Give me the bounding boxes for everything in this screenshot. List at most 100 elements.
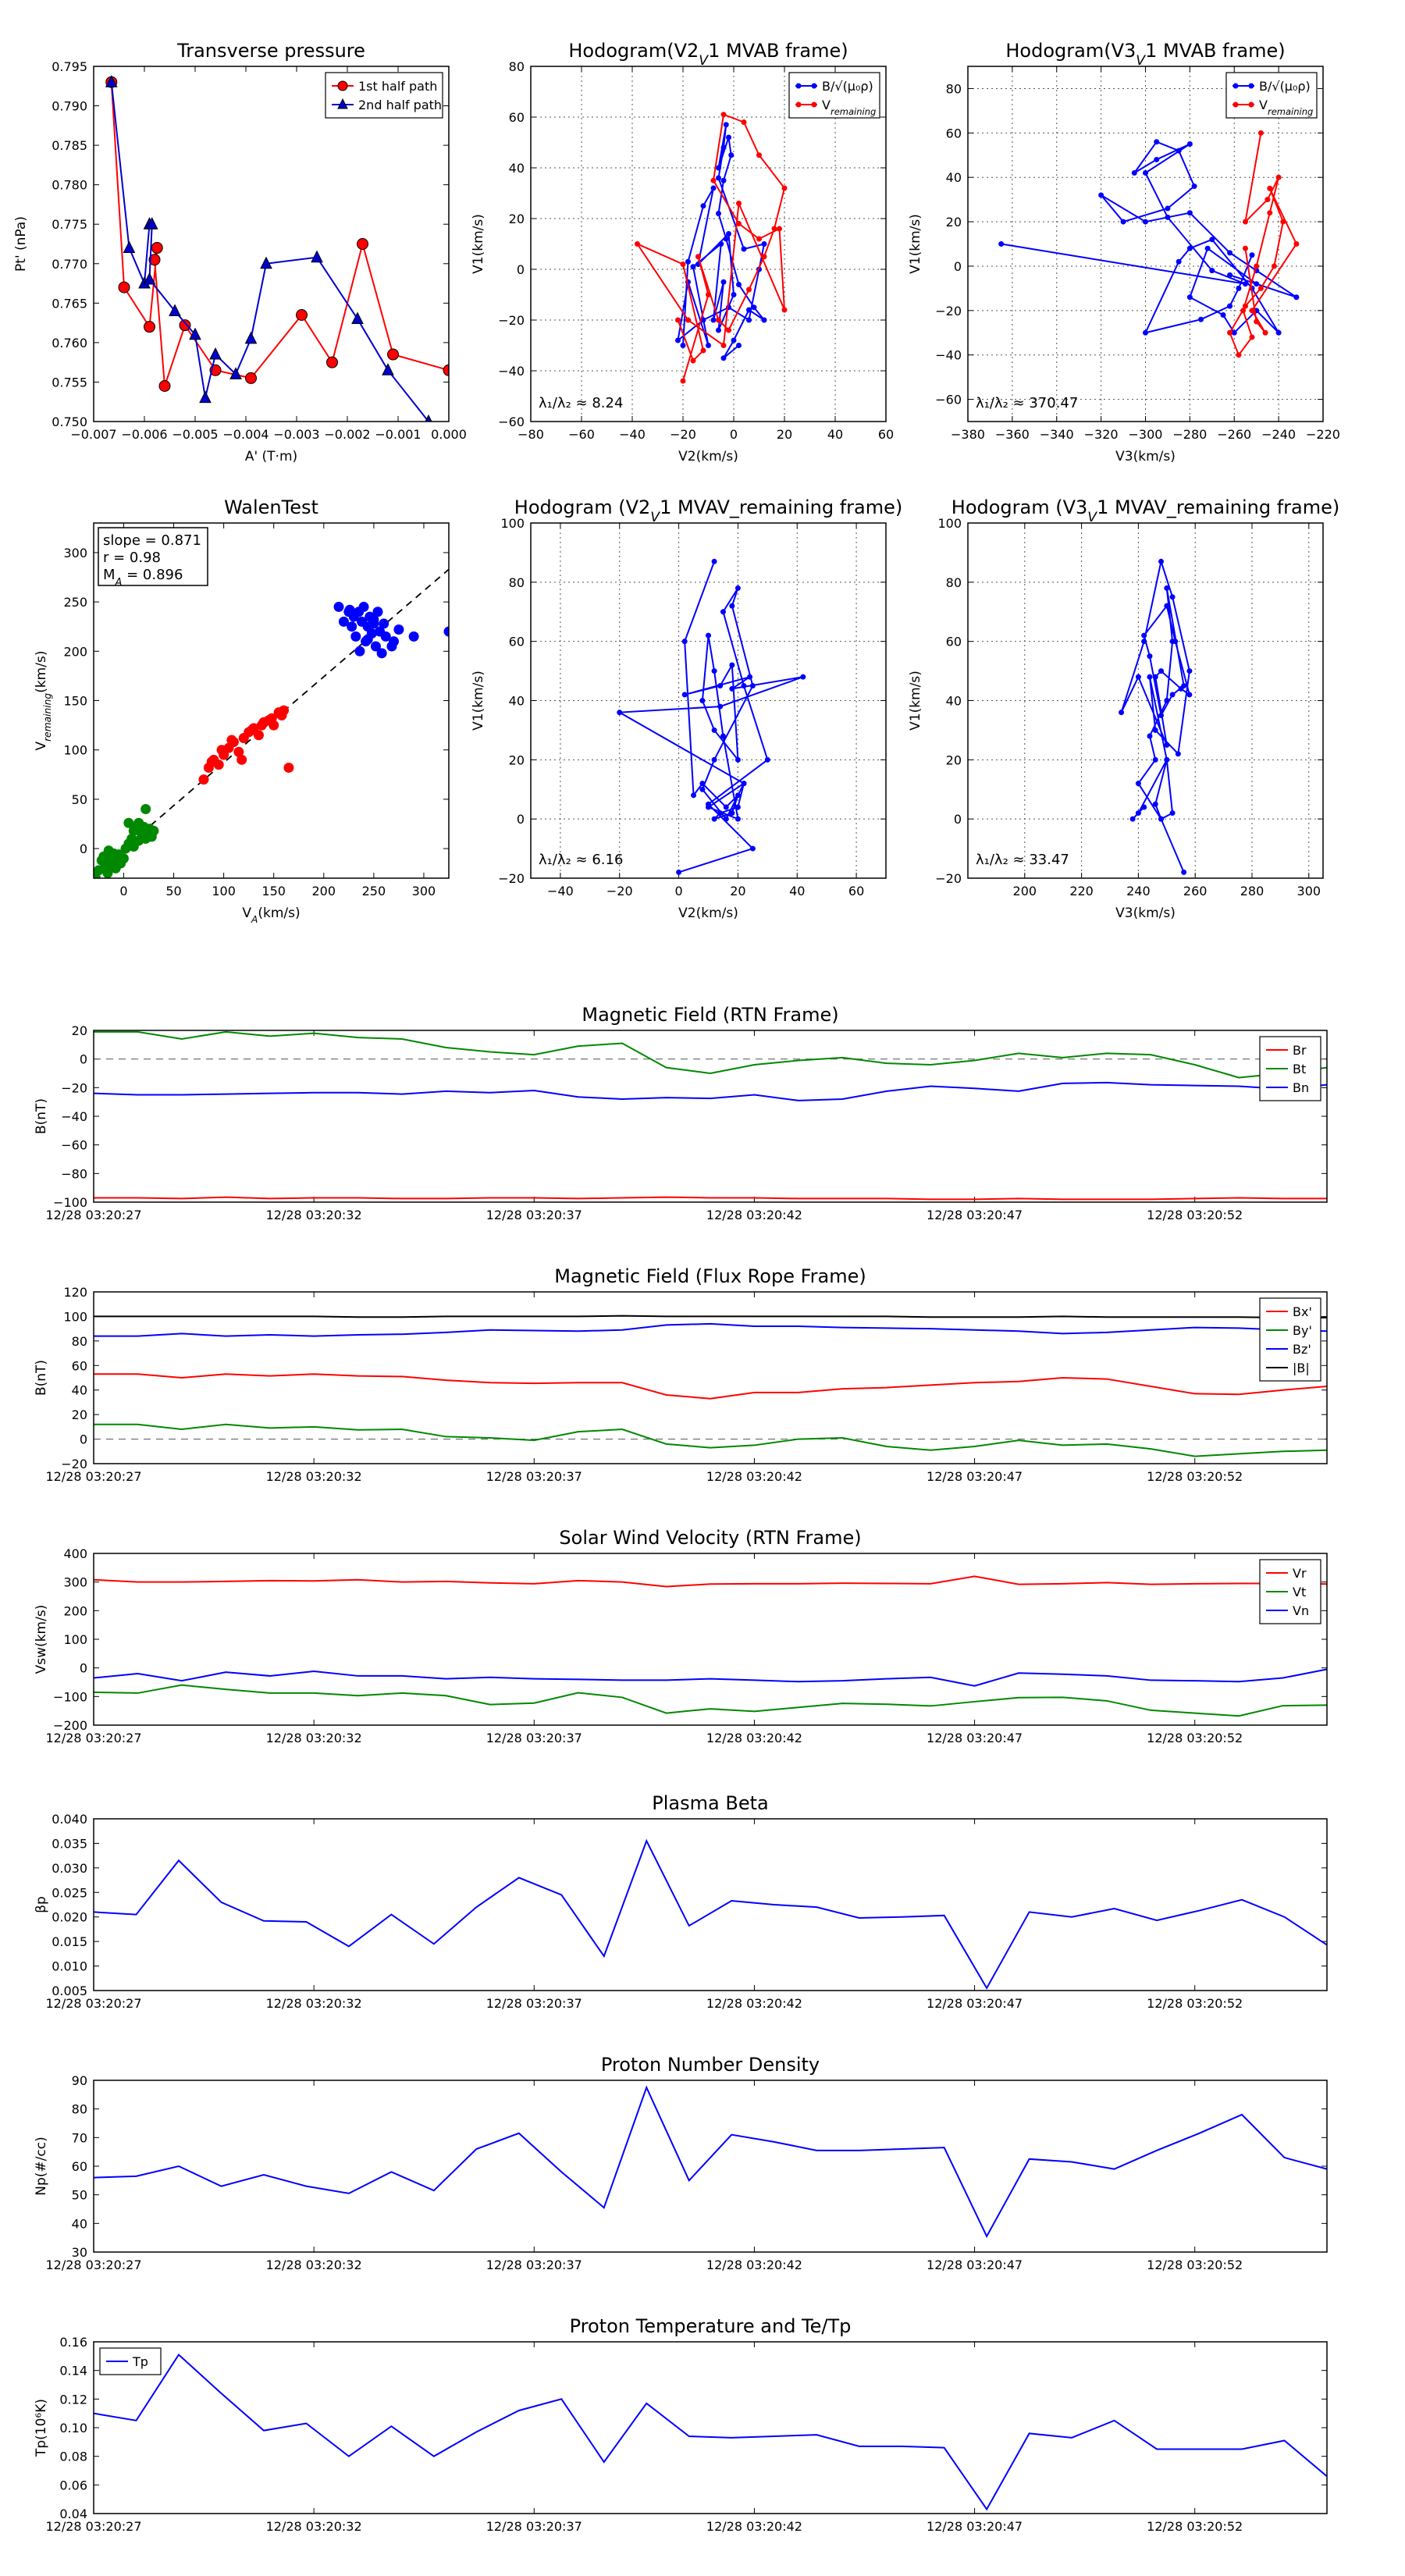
- chart-title: Magnetic Field (RTN Frame): [582, 1004, 838, 1026]
- x-tick-label: −80: [518, 427, 544, 442]
- plot-frame: [530, 66, 887, 422]
- data-point: [98, 853, 109, 864]
- data-point: [311, 250, 323, 263]
- data-point: [123, 817, 134, 828]
- legend-marker: [811, 83, 817, 89]
- x-tick-label: 0: [674, 884, 682, 898]
- y-tick-label: −200: [53, 1718, 87, 1733]
- data-point: [723, 236, 729, 242]
- chart-title: Plasma Beta: [652, 1792, 768, 1814]
- series-line: [1001, 141, 1297, 334]
- legend-label: Bn: [1293, 1080, 1309, 1095]
- plot-area: [94, 1575, 1327, 1717]
- data-point: [716, 165, 721, 171]
- data-point: [720, 355, 727, 361]
- data-point: [736, 343, 742, 348]
- data-point: [685, 317, 691, 323]
- data-point: [726, 134, 731, 141]
- data-point: [1249, 252, 1255, 258]
- x-tick-label: 40: [789, 884, 805, 898]
- data-point: [1198, 316, 1204, 322]
- data-point: [1227, 303, 1233, 309]
- x-tick-label: 0.000: [431, 427, 467, 442]
- plot-frame: [967, 522, 1324, 879]
- data-point: [1143, 329, 1148, 336]
- series-line: [94, 1081, 1327, 1101]
- x-tick-label: 12/28 03:20:42: [706, 2258, 802, 2272]
- data-point: [1186, 294, 1193, 301]
- x-tick-label: 260: [1183, 884, 1208, 898]
- data-point: [1147, 674, 1153, 680]
- x-tick-label: −0.007: [70, 427, 116, 442]
- plot-frame: [93, 1818, 1328, 1991]
- x-tick-label: 12/28 03:20:27: [45, 2258, 141, 2272]
- data-point: [1147, 653, 1153, 660]
- data-point: [675, 317, 681, 323]
- plot-frame: [93, 1291, 1328, 1464]
- data-point: [1186, 245, 1193, 251]
- y-tick-label: 0.765: [52, 296, 87, 311]
- data-point: [1135, 674, 1141, 680]
- x-tick-label: −320: [1084, 427, 1119, 442]
- legend-box: [1225, 72, 1318, 119]
- x-tick-label: 12/28 03:20:32: [266, 1731, 362, 1745]
- y-tick-label: 0.10: [59, 2421, 87, 2435]
- x-tick-label: −360: [995, 427, 1030, 442]
- data-point: [720, 177, 727, 183]
- data-point: [717, 810, 724, 817]
- data-point: [710, 185, 717, 191]
- data-point: [1280, 219, 1286, 225]
- plot-frame: [967, 66, 1324, 422]
- x-tick-label: −20: [670, 427, 696, 442]
- data-point: [729, 810, 735, 817]
- data-point: [1152, 756, 1158, 763]
- data-point: [1169, 692, 1176, 698]
- data-point: [635, 241, 640, 247]
- y-tick-label: 20: [72, 1023, 87, 1038]
- data-point: [379, 618, 389, 629]
- x-tick-label: −40: [619, 427, 646, 442]
- data-point: [1186, 141, 1193, 148]
- chart-vsw: Solar Wind Velocity (RTN Frame) 12/28 03:…: [34, 1527, 1328, 1745]
- series-line: [94, 1684, 1327, 1717]
- y-tick-label: 0.025: [52, 1885, 87, 1900]
- data-point: [148, 254, 161, 266]
- series-line: [94, 2085, 1327, 2239]
- plot-area: [94, 2353, 1327, 2511]
- chart-h2: Hodogram(V3V1 MVAB frame) −380 −360 −340 −32…: [908, 40, 1340, 464]
- data-point: [372, 607, 383, 617]
- data-point: [771, 226, 777, 232]
- x-tick-label: 12/28 03:20:37: [486, 1731, 582, 1745]
- data-point: [1209, 268, 1215, 274]
- chart-title: WalenTest: [224, 496, 318, 518]
- data-point: [1158, 558, 1165, 564]
- data-point: [425, 414, 432, 422]
- y-tick-label: 0.785: [52, 138, 87, 153]
- data-point: [690, 358, 696, 364]
- data-point: [735, 816, 741, 822]
- series-line: [110, 82, 449, 386]
- data-point: [699, 781, 706, 787]
- stats-line: slope = 0.871: [103, 532, 201, 549]
- x-tick-label: 12/28 03:20:37: [486, 1469, 582, 1484]
- data-point: [741, 683, 747, 689]
- y-tick-label: 300: [63, 1575, 87, 1590]
- data-point: [1164, 585, 1170, 591]
- data-point: [711, 558, 717, 564]
- data-point: [103, 845, 114, 856]
- legend-marker: [337, 98, 348, 109]
- y-tick-label: 0.035: [52, 1836, 87, 1851]
- y-axis-label: Np(#/cc): [34, 2137, 49, 2195]
- chart-h1: Hodogram(V2V1 MVAB frame)−80 −60 −40 −20 0 20…: [471, 40, 894, 464]
- y-tick-label: 200: [63, 644, 87, 659]
- data-point: [680, 262, 686, 267]
- series-line: [94, 1423, 1327, 1457]
- legend-marker: [811, 101, 817, 108]
- x-tick-label: 40: [827, 427, 843, 442]
- series-line: [635, 113, 786, 382]
- legend-marker: [1232, 83, 1239, 89]
- y-tick-label: 40: [72, 1383, 87, 1398]
- y-tick-label: 0.015: [52, 1934, 87, 1949]
- data-point: [685, 258, 691, 265]
- y-tick-label: 40: [509, 694, 525, 709]
